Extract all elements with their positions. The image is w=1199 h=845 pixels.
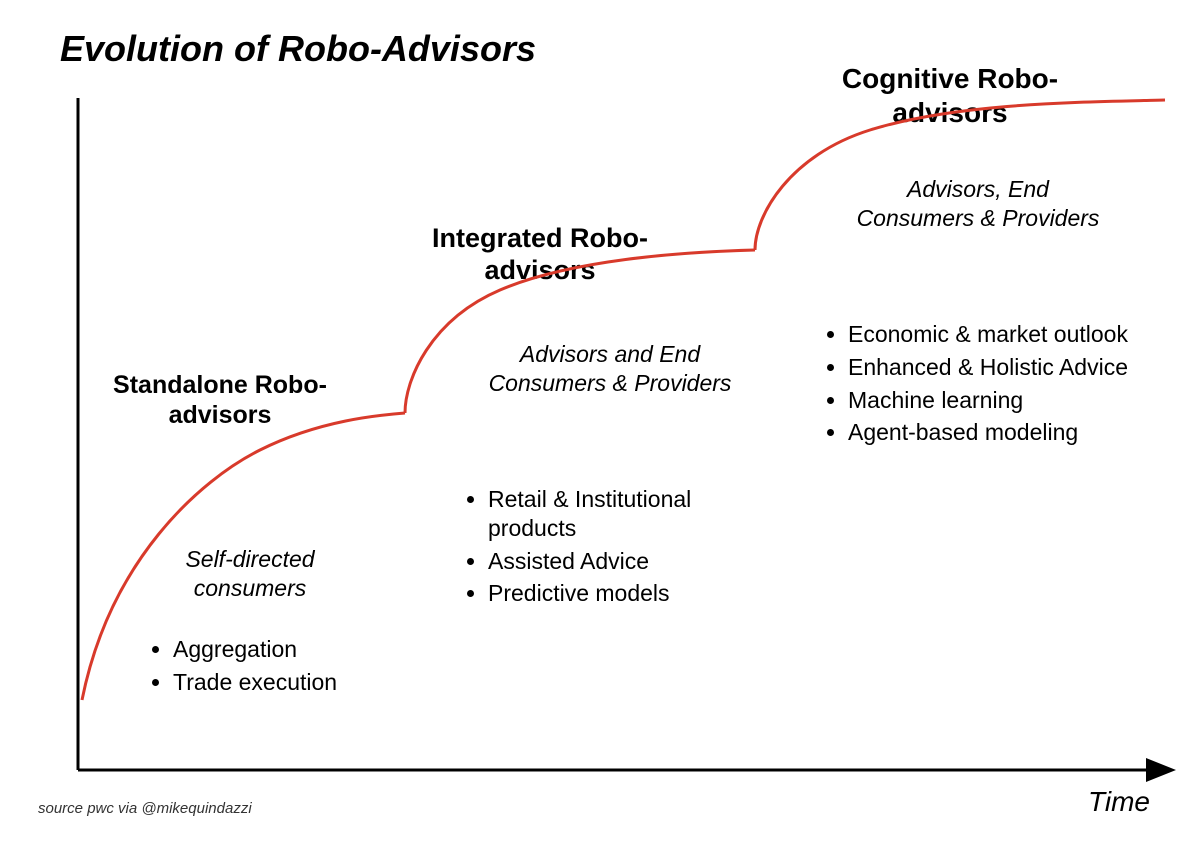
stage-1-bullet-list: Aggregation Trade execution: [145, 635, 425, 697]
list-item: Aggregation: [173, 635, 425, 664]
x-axis-label: Time: [1088, 786, 1150, 818]
list-item: Agent-based modeling: [848, 418, 1140, 447]
stage-2-bullet-list: Retail & Institutional products Assisted …: [460, 485, 780, 608]
stage-2-bullets: Retail & Institutional products Assisted …: [460, 485, 780, 612]
diagram-canvas: Evolution of Robo-Advisors Standalone Ro…: [0, 0, 1199, 845]
stage-1-subtitle: Self-directed consumers: [140, 545, 360, 603]
list-item: Machine learning: [848, 386, 1140, 415]
stage-3-bullets: Economic & market outlook Enhanced & Holi…: [820, 320, 1140, 451]
stage-3-bullet-list: Economic & market outlook Enhanced & Holi…: [820, 320, 1140, 447]
chart-title: Evolution of Robo-Advisors: [60, 28, 536, 70]
stage-2-subtitle: Advisors and End Consumers & Providers: [470, 340, 750, 398]
list-item: Economic & market outlook: [848, 320, 1140, 349]
stage-2-title: Integrated Robo-advisors: [390, 222, 690, 287]
stage-1-bullets: Aggregation Trade execution: [145, 635, 425, 701]
list-item: Predictive models: [488, 579, 780, 608]
source-attribution: source pwc via @mikequindazzi: [38, 800, 252, 817]
list-item: Retail & Institutional products: [488, 485, 780, 543]
list-item: Assisted Advice: [488, 547, 780, 576]
list-item: Enhanced & Holistic Advice: [848, 353, 1140, 382]
stage-3-title: Cognitive Robo-advisors: [800, 62, 1100, 129]
list-item: Trade execution: [173, 668, 425, 697]
stage-1-title: Standalone Robo-advisors: [90, 370, 350, 430]
stage-3-subtitle: Advisors, End Consumers & Providers: [848, 175, 1108, 233]
